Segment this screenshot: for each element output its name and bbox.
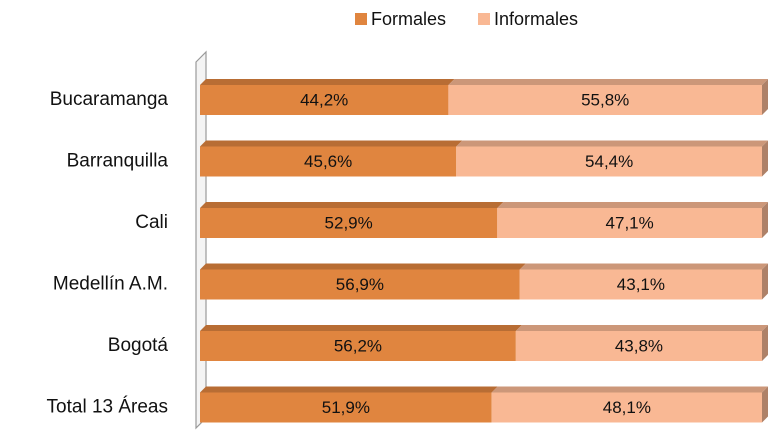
bar-segment <box>515 325 768 361</box>
bar-top <box>497 202 768 208</box>
data-label: 54,4% <box>585 152 633 171</box>
bar-top <box>200 202 504 208</box>
bar-face <box>200 392 492 423</box>
data-label: 51,9% <box>322 398 370 417</box>
category-label: Bogotá <box>108 335 169 356</box>
bar-top <box>456 140 768 147</box>
bar-side <box>762 202 768 238</box>
data-label: 52,9% <box>325 213 373 232</box>
bar-face <box>200 331 516 361</box>
data-label: 48,1% <box>603 398 651 417</box>
bar-segment <box>200 325 522 361</box>
data-label: 43,1% <box>617 275 665 294</box>
bar-segment <box>200 140 463 177</box>
bar-face <box>448 85 762 115</box>
legend-label: Formales <box>371 9 446 29</box>
bar-segment <box>497 202 768 238</box>
bar-top <box>200 140 463 147</box>
bar-top <box>200 79 455 85</box>
bar-top <box>448 79 768 85</box>
data-label: 56,9% <box>336 275 384 294</box>
bar-side <box>762 79 768 115</box>
category-label: Bucaramanga <box>50 89 169 110</box>
bar-segment <box>200 202 504 238</box>
bar-face <box>200 146 457 177</box>
category-label: Cali <box>135 212 168 233</box>
bar-segment <box>519 263 768 300</box>
bar-segment <box>448 79 768 115</box>
data-label: 55,8% <box>581 90 629 109</box>
bar-face <box>491 392 762 423</box>
bar-face <box>200 269 520 300</box>
bar-face <box>200 85 449 115</box>
bar-face <box>456 146 762 177</box>
bar-top <box>200 325 522 331</box>
data-label: 56,2% <box>334 336 382 355</box>
bar-face <box>515 331 762 361</box>
category-label: Barranquilla <box>67 151 169 172</box>
bar-segment <box>200 263 526 300</box>
legend-label: Informales <box>494 9 578 29</box>
data-label: 47,1% <box>606 213 654 232</box>
bar-face <box>497 208 762 238</box>
data-label: 45,6% <box>304 152 352 171</box>
bar-segment <box>200 386 498 423</box>
bar-face <box>519 269 762 300</box>
bar-top <box>515 325 768 331</box>
bar-side <box>762 263 768 300</box>
bar-top <box>491 386 768 393</box>
data-label: 43,8% <box>615 336 663 355</box>
bar-face <box>200 208 498 238</box>
data-label: 44,2% <box>300 90 348 109</box>
bar-side <box>762 325 768 361</box>
legend-swatch <box>355 13 367 25</box>
bar-segment <box>491 386 768 423</box>
legend-swatch <box>478 13 490 25</box>
category-label: Total 13 Áreas <box>47 397 168 418</box>
bar-side <box>762 386 768 423</box>
bar-top <box>200 386 498 393</box>
category-label: Medellín A.M. <box>53 274 168 295</box>
bar-top <box>519 263 768 270</box>
bar-side <box>762 140 768 177</box>
bar-segment <box>456 140 768 177</box>
bar-top <box>200 263 526 270</box>
bar-segment <box>200 79 455 115</box>
